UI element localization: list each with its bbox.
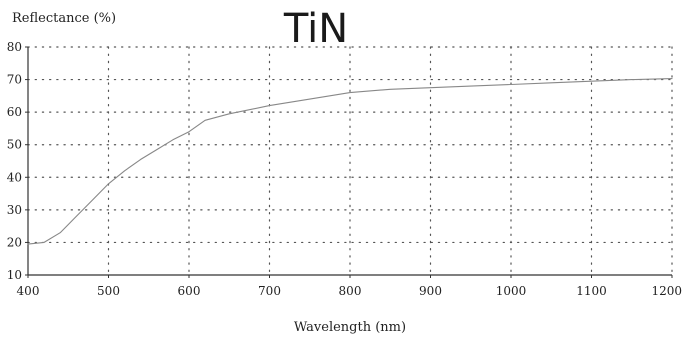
x-tick-label: 700 [258,284,281,298]
x-tick-label: 500 [97,284,120,298]
y-tick-label: 80 [7,40,22,54]
y-tick-label: 20 [7,235,22,249]
y-tick-label: 30 [7,203,22,217]
y-tick-label: 50 [7,138,22,152]
y-tick-label: 10 [7,268,22,282]
x-tick-label: 800 [339,284,362,298]
x-tick-label: 1000 [496,284,527,298]
x-tick-label: 600 [178,284,201,298]
x-tick-label: 1100 [576,284,607,298]
series-layer [27,78,673,245]
grid-lines [27,46,673,276]
chart-title: TiN [283,6,348,52]
x-axis-title: Wavelength (nm) [294,320,406,335]
x-tick-label: 1200 [651,284,682,298]
y-tick-label: 60 [7,105,22,119]
x-tick-label: 900 [419,284,442,298]
y-axis-title: Reflectance (%) [12,11,116,26]
y-tick-label: 70 [7,73,22,87]
tick-labels: 10 20 30 40 50 60 70 80 400 500 600 700 800 900 1000 11… [7,40,682,298]
x-tick-label: 400 [17,284,40,298]
y-tick-label: 40 [7,170,22,184]
axes [25,46,673,278]
series-line-reflectance [27,78,673,245]
